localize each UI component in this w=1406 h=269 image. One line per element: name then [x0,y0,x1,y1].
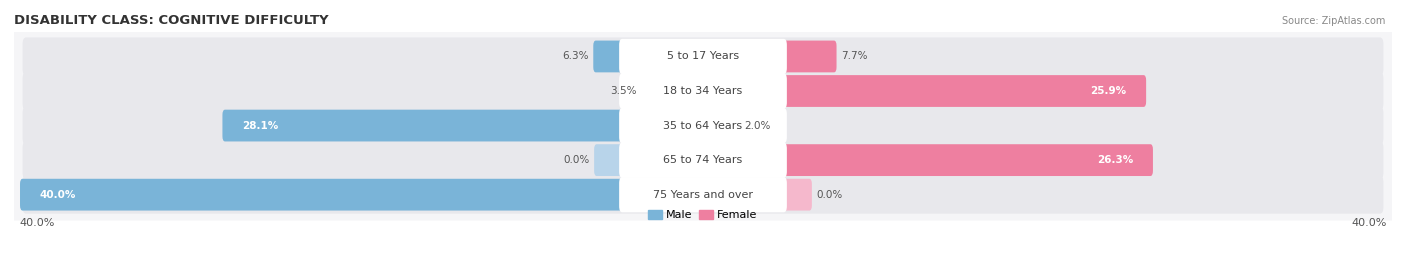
FancyBboxPatch shape [593,41,624,72]
Legend: Male, Female: Male, Female [644,205,762,224]
FancyBboxPatch shape [22,107,1384,144]
Text: 65 to 74 Years: 65 to 74 Years [664,155,742,165]
FancyBboxPatch shape [619,108,787,143]
FancyBboxPatch shape [782,179,811,211]
Text: 35 to 64 Years: 35 to 64 Years [664,121,742,130]
FancyBboxPatch shape [22,176,1384,214]
FancyBboxPatch shape [737,110,783,141]
FancyBboxPatch shape [782,75,1146,107]
Text: 75 Years and over: 75 Years and over [652,190,754,200]
FancyBboxPatch shape [8,134,1398,186]
FancyBboxPatch shape [8,100,1398,151]
FancyBboxPatch shape [782,144,1153,176]
Text: 28.1%: 28.1% [242,121,278,130]
FancyBboxPatch shape [20,179,624,211]
FancyBboxPatch shape [8,169,1398,221]
Text: Source: ZipAtlas.com: Source: ZipAtlas.com [1281,16,1385,26]
FancyBboxPatch shape [595,144,624,176]
Text: 7.7%: 7.7% [841,51,868,61]
Text: 2.0%: 2.0% [744,121,770,130]
Text: 40.0%: 40.0% [20,218,55,228]
FancyBboxPatch shape [619,73,787,109]
Text: 3.5%: 3.5% [610,86,637,96]
FancyBboxPatch shape [222,110,624,141]
FancyBboxPatch shape [619,39,787,74]
Text: 0.0%: 0.0% [564,155,591,165]
Text: 40.0%: 40.0% [39,190,76,200]
Text: DISABILITY CLASS: COGNITIVE DIFFICULTY: DISABILITY CLASS: COGNITIVE DIFFICULTY [14,14,329,27]
FancyBboxPatch shape [22,141,1384,179]
FancyBboxPatch shape [619,177,787,212]
FancyBboxPatch shape [8,65,1398,117]
FancyBboxPatch shape [623,75,644,107]
FancyBboxPatch shape [22,72,1384,110]
FancyBboxPatch shape [782,41,837,72]
Text: 40.0%: 40.0% [1351,218,1386,228]
Text: 25.9%: 25.9% [1091,86,1126,96]
Text: 6.3%: 6.3% [562,51,589,61]
Text: 18 to 34 Years: 18 to 34 Years [664,86,742,96]
Text: 5 to 17 Years: 5 to 17 Years [666,51,740,61]
FancyBboxPatch shape [22,37,1384,76]
FancyBboxPatch shape [619,143,787,178]
Text: 0.0%: 0.0% [815,190,842,200]
FancyBboxPatch shape [8,31,1398,82]
Text: 26.3%: 26.3% [1097,155,1133,165]
